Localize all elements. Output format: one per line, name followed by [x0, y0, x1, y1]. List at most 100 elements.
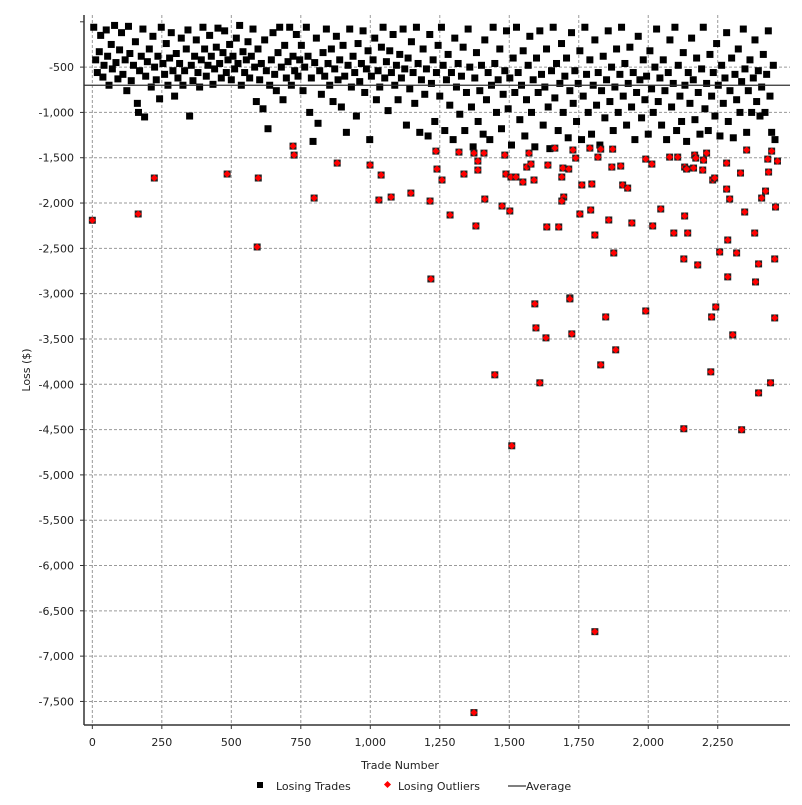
losing-trade-point — [704, 127, 712, 135]
losing-trade-point — [766, 92, 774, 100]
y-tick-label: -3,000 — [39, 288, 74, 301]
losing-trade-point — [133, 99, 141, 107]
legend-square-icon — [257, 782, 263, 788]
x-tick-label: 0 — [89, 736, 96, 749]
losing-trade-point — [404, 54, 412, 62]
losing-outlier-point — [576, 210, 584, 218]
losing-outlier-point — [767, 379, 775, 387]
losing-trade-point — [399, 25, 407, 33]
losing-outlier-point — [712, 303, 720, 311]
losing-outlier-point — [642, 155, 650, 163]
losing-outlier-point — [597, 145, 605, 153]
losing-outlier-point — [741, 208, 749, 216]
x-tick-label: 2,000 — [632, 736, 664, 749]
losing-trade-point — [588, 130, 596, 138]
losing-trade-point — [661, 87, 669, 95]
losing-trade-point — [201, 45, 209, 53]
losing-outlier-point — [310, 194, 318, 202]
losing-trade-point — [152, 76, 160, 84]
x-tick-label: 250 — [151, 736, 172, 749]
losing-outlier-point — [572, 154, 580, 162]
losing-trade-point — [768, 128, 776, 136]
losing-trade-point — [161, 70, 169, 78]
losing-trade-point — [316, 67, 324, 75]
losing-trade-point — [134, 108, 142, 116]
losing-trade-point — [414, 59, 422, 67]
losing-trade-point — [402, 121, 410, 129]
losing-trade-point — [541, 83, 549, 91]
y-tick-label: -7,500 — [39, 695, 74, 708]
losing-trade-point — [90, 23, 98, 31]
losing-trade-point — [417, 76, 425, 84]
losing-trade-point — [256, 76, 264, 84]
losing-trade-point — [744, 87, 752, 95]
losing-trade-point — [451, 34, 459, 42]
losing-trade-point — [262, 67, 270, 75]
losing-trade-point — [721, 74, 729, 82]
losing-trade-point — [271, 70, 279, 78]
losing-trade-point — [763, 70, 771, 78]
losing-trade-point — [654, 98, 662, 106]
losing-trade-point — [739, 25, 747, 33]
losing-trade-point — [367, 72, 375, 80]
losing-trade-point — [196, 83, 204, 91]
losing-outlier-point — [588, 180, 596, 188]
losing-trade-point — [581, 23, 589, 31]
losing-trade-point — [108, 65, 116, 73]
losing-trade-point — [364, 47, 372, 55]
losing-trade-point — [427, 79, 435, 87]
losing-trade-point — [599, 52, 607, 60]
x-tick-label: 750 — [290, 736, 311, 749]
losing-trade-point — [569, 99, 577, 107]
losing-trade-point — [422, 65, 430, 73]
losing-trade-point — [583, 70, 591, 78]
losing-trade-point — [447, 69, 455, 77]
losing-trade-point — [194, 69, 202, 77]
losing-trade-point — [609, 127, 617, 135]
losing-trade-point — [474, 117, 482, 125]
losing-trade-point — [586, 56, 594, 64]
losing-trade-point — [771, 136, 779, 144]
losing-trade-point — [514, 69, 522, 77]
losing-outlier-point — [694, 261, 702, 269]
losing-trade-point — [563, 54, 571, 62]
losing-trade-point — [479, 130, 487, 138]
losing-trade-point — [111, 21, 119, 29]
losing-trade-point — [222, 69, 230, 77]
losing-trade-point — [216, 59, 224, 67]
losing-trade-point — [719, 99, 727, 107]
losing-trade-point — [381, 74, 389, 82]
losing-trade-point — [407, 38, 415, 46]
losing-outlier-point — [134, 210, 142, 218]
losing-outlier-point — [377, 171, 385, 179]
losing-trade-point — [306, 108, 314, 116]
losing-trade-point — [651, 63, 659, 71]
losing-trade-point — [509, 54, 517, 62]
losing-trade-point — [673, 127, 681, 135]
losing-trade-point — [484, 69, 492, 77]
losing-outlier-point — [587, 206, 595, 214]
losing-outlier-point — [470, 709, 478, 717]
losing-trade-point — [467, 103, 475, 111]
losing-outlier-point — [764, 155, 772, 163]
losing-trade-point — [482, 96, 490, 104]
losing-trade-point — [743, 128, 751, 136]
losing-trade-point — [679, 49, 687, 57]
losing-trade-point — [317, 90, 325, 98]
y-tick-label: -5,000 — [39, 469, 74, 482]
losing-trade-point — [558, 40, 566, 48]
losing-trade-point — [157, 23, 165, 31]
losing-outlier-point — [707, 368, 715, 376]
losing-trade-point — [634, 32, 642, 40]
losing-trade-point — [309, 137, 317, 145]
losing-trade-point — [442, 76, 450, 84]
losing-trade-point — [354, 40, 362, 48]
losing-trade-point — [689, 76, 697, 84]
losing-outlier-point — [569, 146, 577, 154]
losing-trade-point — [481, 36, 489, 44]
losing-trade-point — [439, 61, 447, 69]
losing-outlier-point — [407, 189, 415, 197]
losing-outlier-point — [723, 159, 731, 167]
losing-outlier-point — [699, 166, 707, 174]
